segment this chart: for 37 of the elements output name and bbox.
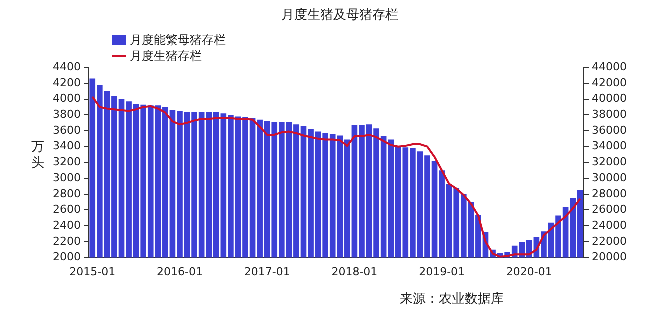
- x-tick-label: 2016-01: [157, 265, 203, 278]
- y2-tick-label: 38000: [592, 108, 628, 122]
- y-tick-label: 4400: [52, 60, 81, 74]
- y2-tick-label: 42000: [592, 76, 628, 90]
- y-tick-label: 3800: [52, 108, 81, 122]
- y2-tick-label: 40000: [592, 92, 628, 106]
- y2-tick-label: 26000: [592, 203, 628, 216]
- y2-tick-label: 22000: [592, 234, 628, 248]
- y-tick-label: 2400: [52, 218, 81, 232]
- y-tick-label: 2000: [52, 250, 81, 264]
- y-tick-label: 4000: [52, 92, 81, 106]
- y2-tick-label: 44000: [592, 60, 628, 74]
- x-tick-label: 2015-01: [70, 265, 116, 278]
- y2-tick-label: 36000: [592, 124, 628, 137]
- y2-tick-label: 20000: [592, 250, 628, 264]
- y-tick-label: 3000: [52, 171, 81, 184]
- y2-tick-label: 34000: [592, 140, 628, 153]
- y-tick-label: 2600: [52, 203, 81, 216]
- y2-tick-label: 24000: [592, 218, 628, 232]
- x-tick-label: 2020-01: [506, 265, 552, 278]
- y2-tick-label: 32000: [592, 156, 628, 169]
- y2-tick-label: 28000: [592, 187, 628, 200]
- y2-tick-label: 30000: [592, 171, 628, 184]
- y-tick-label: 4200: [52, 76, 81, 90]
- x-tick-label: 2018-01: [332, 265, 378, 278]
- y-axis-title: 万头: [30, 140, 46, 172]
- y-tick-label: 2800: [52, 187, 81, 200]
- source-note: 来源：农业数据库: [400, 291, 504, 308]
- x-tick-label: 2019-01: [419, 265, 466, 278]
- y-tick-label: 3600: [52, 124, 81, 137]
- legend-label: 月度能繁母猪存栏: [130, 32, 226, 48]
- chart-title: 月度生猪及母猪存栏: [282, 7, 398, 24]
- y-tick-label: 3400: [52, 140, 81, 153]
- legend-label: 月度生猪存栏: [130, 48, 202, 64]
- x-tick-label: 2017-01: [244, 265, 290, 278]
- y-tick-label: 2200: [52, 234, 81, 248]
- y-tick-label: 3200: [52, 156, 81, 169]
